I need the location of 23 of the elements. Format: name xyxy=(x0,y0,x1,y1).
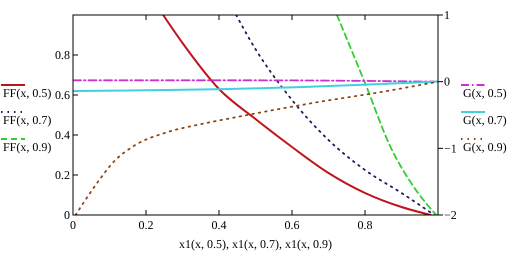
y2-tick-label: 1 xyxy=(444,8,450,22)
x-tick-label: 0.4 xyxy=(212,218,226,232)
line-series xyxy=(162,15,432,215)
y2-tick-label: −1 xyxy=(444,141,457,156)
line-series xyxy=(235,15,436,215)
y2-tick-label: 0 xyxy=(444,74,450,89)
legend-label: G(x, 0.7) xyxy=(463,113,507,127)
y-tick-label: 0 xyxy=(64,208,70,222)
x-tick-label: 0.8 xyxy=(358,218,372,232)
x-tick-label: 0.2 xyxy=(138,218,154,232)
legend-label: G(x, 0.9) xyxy=(463,140,507,154)
x-axis-title: x1(x, 0.5), x1(x, 0.7), x1(x, 0.9) xyxy=(179,237,332,251)
line-series xyxy=(336,15,438,215)
y-tick-label: 0.6 xyxy=(55,88,70,102)
legend-label: FF(x, 0.9) xyxy=(3,140,52,154)
legend-label: FF(x, 0.5) xyxy=(3,86,52,100)
y-tick-label: 0.2 xyxy=(55,168,70,182)
x-tick-label: 0.6 xyxy=(284,218,300,232)
legend-label: FF(x, 0.7) xyxy=(3,113,52,127)
y-tick-label: 0.4 xyxy=(55,128,70,142)
y-tick-label: 0.8 xyxy=(55,48,70,62)
y2-tick-label: −2 xyxy=(444,208,457,222)
legend-label: G(x, 0.5) xyxy=(463,86,507,100)
